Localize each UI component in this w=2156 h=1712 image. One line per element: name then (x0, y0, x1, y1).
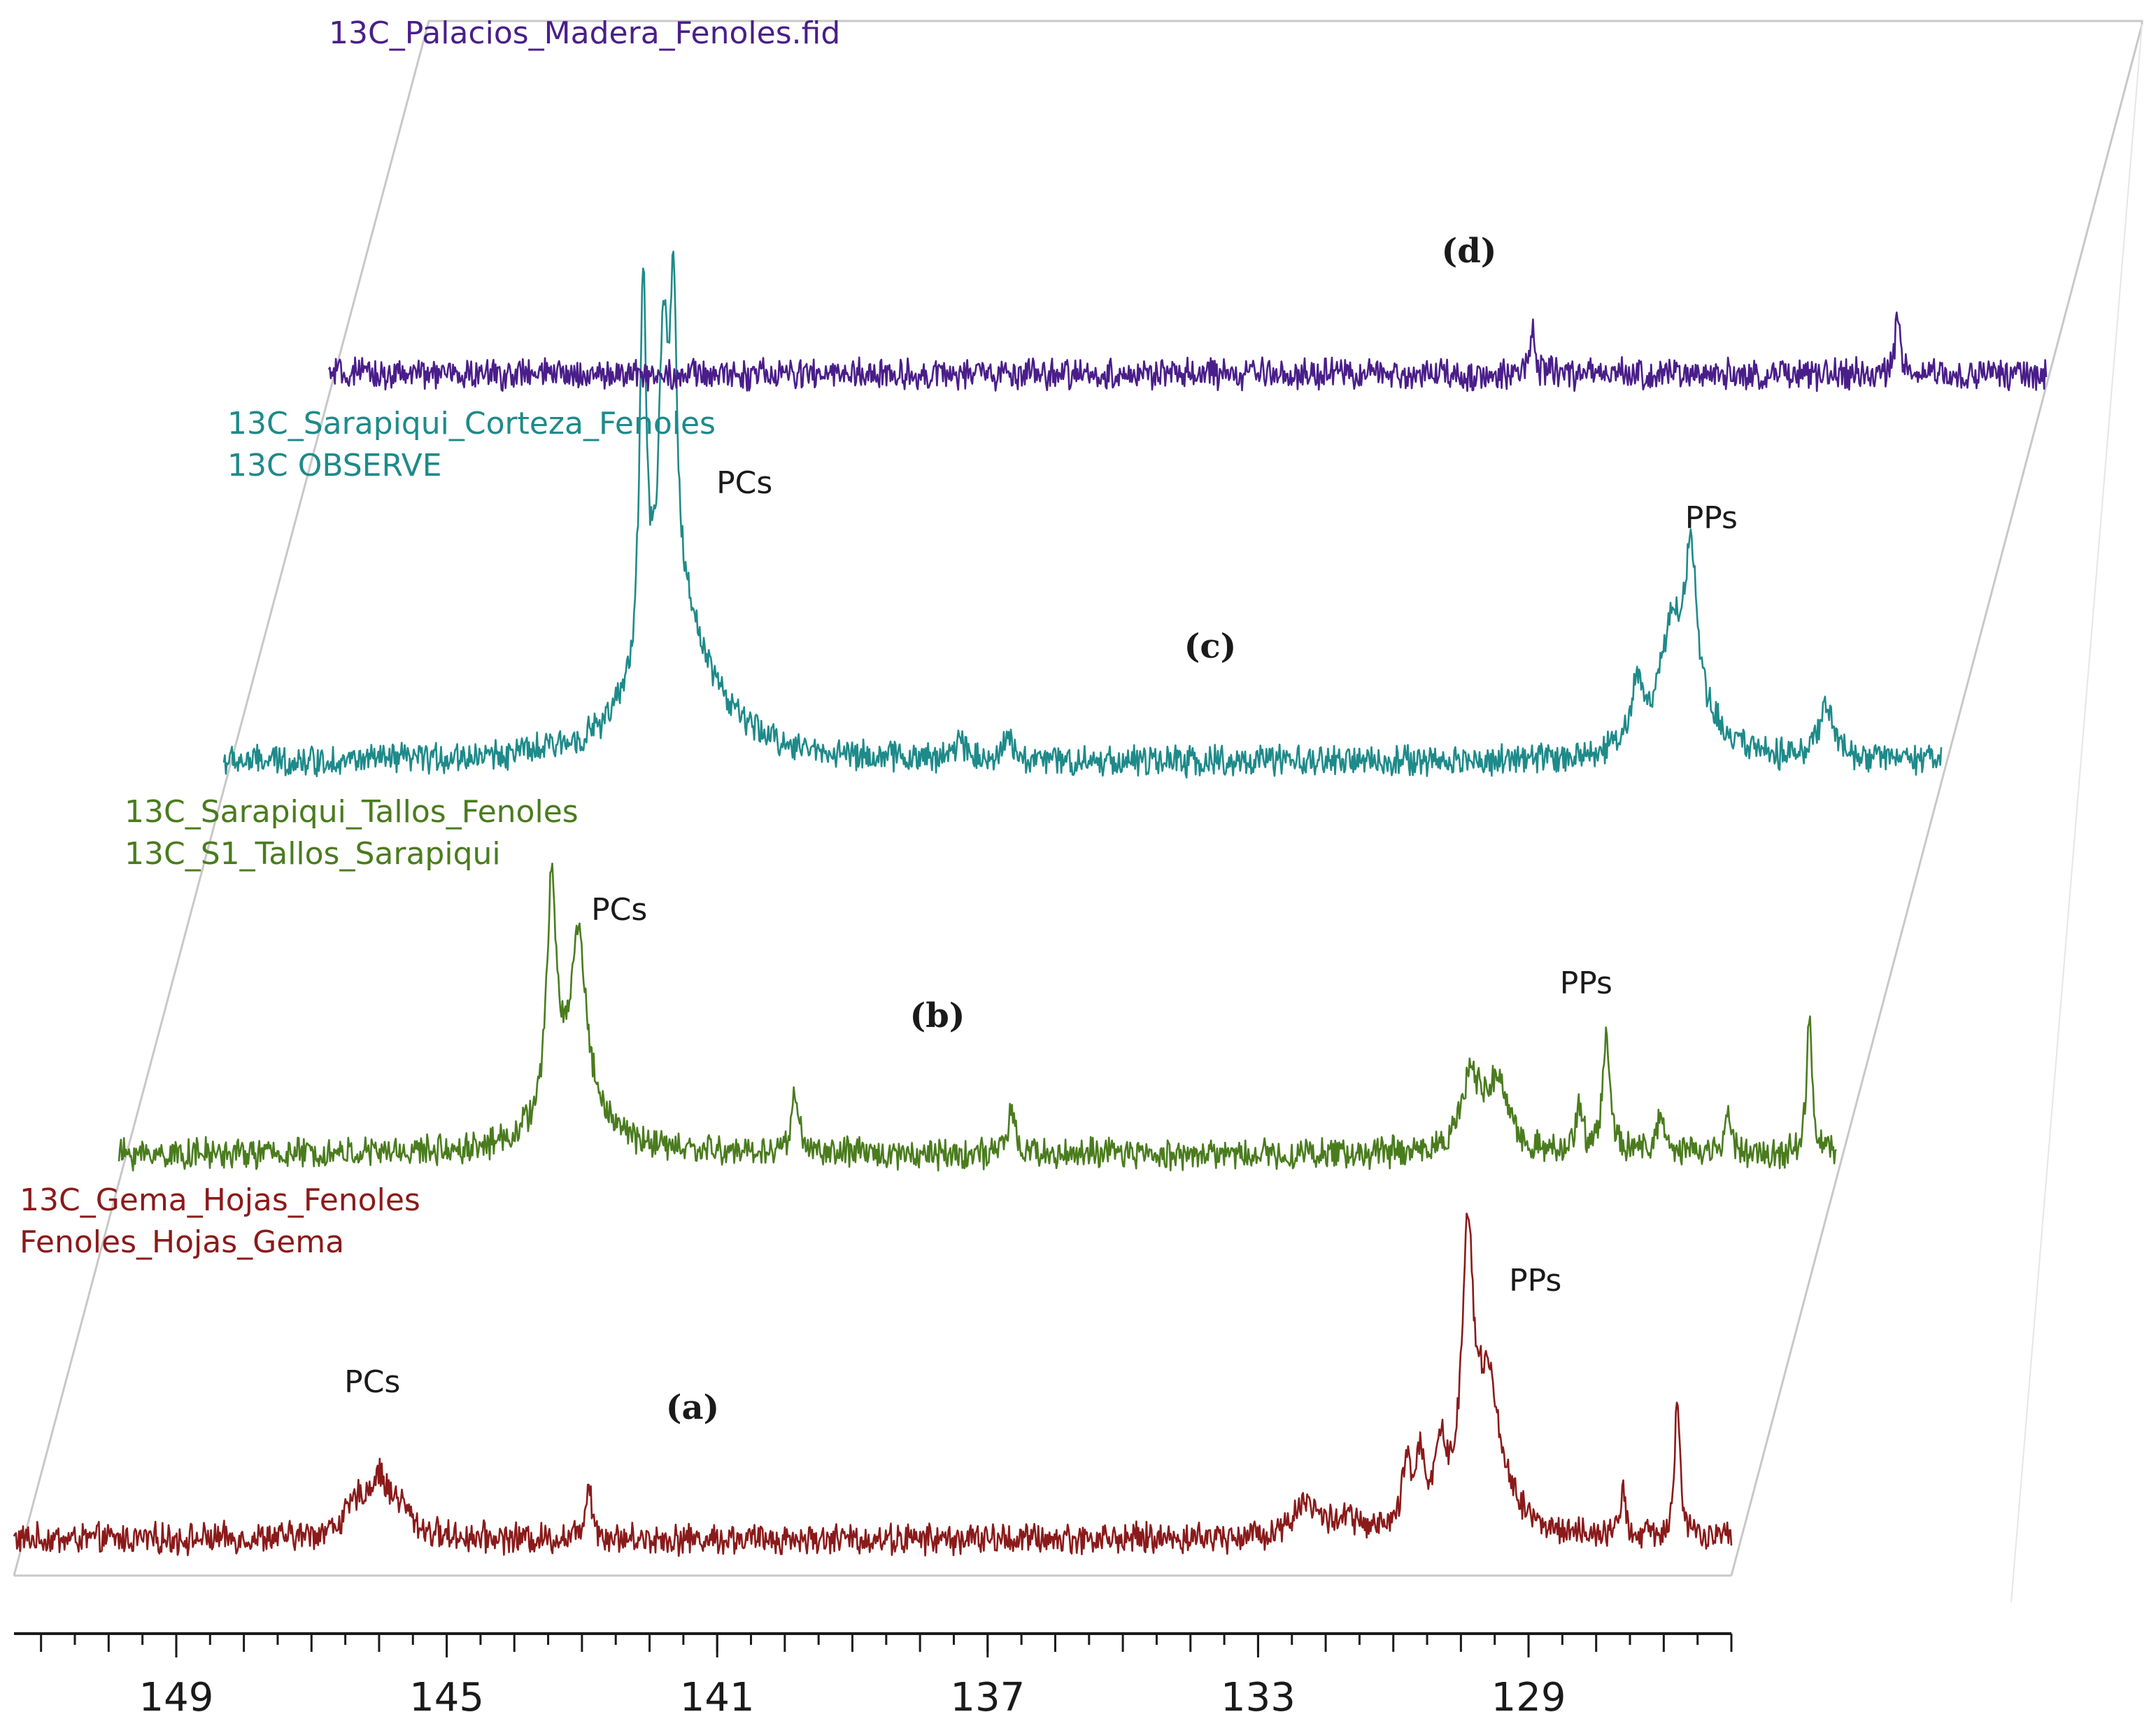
chart-text: 13C_Gema_Hojas_Fenoles Fenoles_Hojas_Gema… (20, 15, 1738, 1427)
x-axis: 149 145 141 137 133 129 (14, 1632, 1733, 1712)
peak-annotation-pcs: PCs (344, 1364, 400, 1400)
peak-annotation-pcs: PCs (591, 892, 647, 928)
panel-label-b: (b) (910, 996, 965, 1035)
sample-label-a: 13C_Gema_Hojas_Fenoles (20, 1182, 420, 1218)
peak-annotation-pps: PPs (1560, 965, 1612, 1001)
x-tick-label: 141 (680, 1675, 755, 1712)
spectra-traces (13, 250, 2048, 1557)
panel-label-d: (d) (1442, 232, 1497, 271)
x-tick-label: 149 (139, 1675, 214, 1712)
x-tick-label: 145 (409, 1675, 484, 1712)
x-tick-label: 137 (950, 1675, 1025, 1712)
spectrum-trace-d (327, 311, 2048, 392)
peak-annotation-pps: PPs (1509, 1263, 1561, 1299)
peak-annotation-pps: PPs (1685, 500, 1738, 536)
spectrum-trace-a (13, 1212, 1733, 1557)
sample-label-d: 13C_Palacios_Madera_Fenoles.fid (329, 15, 840, 51)
sample-label-a: Fenoles_Hojas_Gema (20, 1224, 344, 1260)
peak-annotation-pcs: PCs (716, 465, 772, 501)
spectrum-trace-b (118, 863, 1837, 1172)
sample-label-b: 13C_S1_Tallos_Sarapiqui (125, 836, 501, 872)
panel-label-c: (c) (1184, 627, 1237, 666)
x-tick-label: 133 (1221, 1675, 1296, 1712)
spectrum-trace-c (222, 250, 1943, 779)
x-tick-label: 129 (1491, 1675, 1566, 1712)
frame-right-edge (1730, 24, 2143, 1576)
panel-label-a: (a) (666, 1388, 720, 1427)
frame-back-edge (2010, 24, 2143, 1603)
sample-label-b: 13C_Sarapiqui_Tallos_Fenoles (125, 794, 579, 830)
frame-left-top-edge (13, 20, 2143, 1576)
sample-label-c: 13C OBSERVE (227, 448, 442, 483)
chart-frame (13, 20, 2143, 1603)
sample-label-c: 13C_Sarapiqui_Corteza_Fenoles (227, 406, 716, 441)
